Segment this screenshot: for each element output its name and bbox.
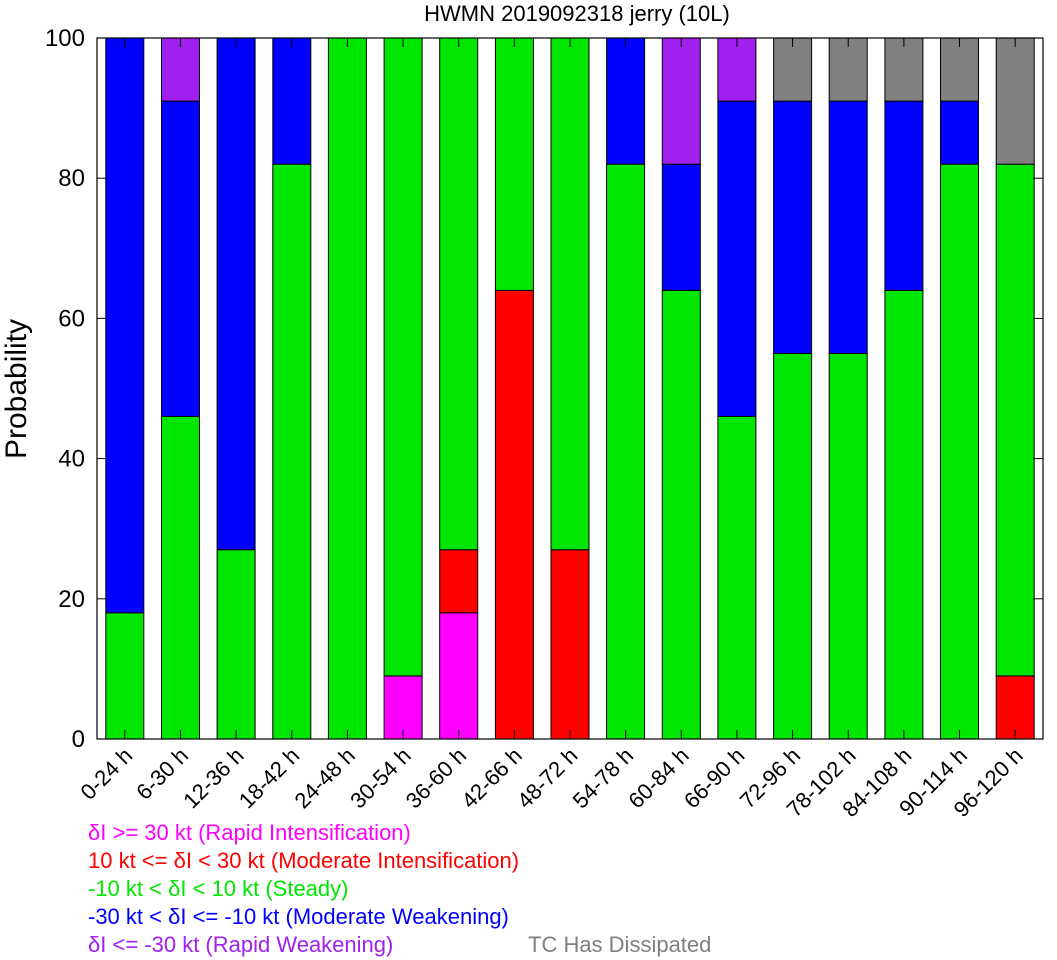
bar-mi-7 xyxy=(494,289,534,740)
bar-steady-2 xyxy=(216,549,256,740)
bar-rw-11 xyxy=(717,37,757,102)
legend-moderate-intensification: 10 kt <= δI < 30 kt (Moderate Intensific… xyxy=(88,848,519,874)
legend-dissipated: TC Has Dissipated xyxy=(528,932,712,957)
y-tick-label: 20 xyxy=(58,586,85,613)
bar-steady-11 xyxy=(717,416,757,740)
delta-symbol: δ xyxy=(168,876,181,901)
bar-dissipated-16 xyxy=(995,37,1035,165)
bar-mw-10 xyxy=(661,163,701,291)
y-tick-label: 60 xyxy=(58,305,85,332)
legend-mi-text: I < 30 kt (Moderate Intensification) xyxy=(185,848,520,873)
bar-mw-0 xyxy=(105,37,145,614)
bar-steady-8 xyxy=(550,37,590,551)
bar-mw-15 xyxy=(940,100,979,165)
legend-mi-pre: 10 kt <= xyxy=(88,848,174,873)
bar-dissipated-15 xyxy=(940,37,979,102)
chart-title: HWMN 2019092318 jerry (10L) xyxy=(424,1,730,26)
bars-group xyxy=(105,37,1035,740)
x-tick-label: 66-90 h xyxy=(679,743,749,813)
x-tick-label: 24-48 h xyxy=(289,743,359,813)
delta-symbol: δ xyxy=(168,904,181,929)
y-tick-label: 0 xyxy=(72,726,85,753)
bar-steady-1 xyxy=(161,416,200,740)
x-tick-label: 54-78 h xyxy=(568,743,638,813)
bar-steady-10 xyxy=(661,289,701,740)
y-axis-label: Probability xyxy=(0,319,33,459)
bar-steady-5 xyxy=(383,37,423,677)
bar-rw-10 xyxy=(661,37,701,165)
y-tick-label: 40 xyxy=(58,446,85,473)
bar-mi-8 xyxy=(550,549,590,740)
legend-rw-text: I <= -30 kt (Rapid Weakening) xyxy=(100,932,394,957)
bar-steady-9 xyxy=(606,163,646,740)
bar-mi-6 xyxy=(439,549,479,614)
x-tick-label: 36-60 h xyxy=(401,743,471,813)
bar-mw-9 xyxy=(606,37,646,165)
bar-steady-3 xyxy=(272,163,312,740)
bar-ri-6 xyxy=(439,612,479,740)
delta-symbol: δ xyxy=(88,820,101,845)
bar-dissipated-14 xyxy=(884,37,924,102)
x-tick-label: 42-66 h xyxy=(456,743,526,813)
bar-mw-11 xyxy=(717,100,757,417)
bar-mw-14 xyxy=(884,100,924,291)
y-tick-label: 80 xyxy=(58,165,85,192)
bar-rw-1 xyxy=(161,37,200,102)
legend-mw-text: I <= -10 kt (Moderate Weakening) xyxy=(180,904,509,929)
y-tick-label: 100 xyxy=(45,25,85,52)
bar-dissipated-13 xyxy=(828,37,868,102)
bar-mi-16 xyxy=(995,675,1035,740)
bar-steady-4 xyxy=(327,37,367,740)
bar-mw-2 xyxy=(216,37,256,551)
bar-mw-3 xyxy=(272,37,312,165)
legend-steady-text: I < 10 kt (Steady) xyxy=(180,876,349,901)
bar-steady-0 xyxy=(105,612,145,740)
bar-steady-6 xyxy=(439,37,479,551)
bar-mw-1 xyxy=(161,100,200,417)
delta-symbol: δ xyxy=(88,932,101,957)
x-tick-label: 60-84 h xyxy=(623,743,693,813)
delta-symbol: δ xyxy=(173,848,186,873)
legend-mw-pre: -30 kt < xyxy=(88,904,169,929)
bar-steady-15 xyxy=(940,163,979,740)
bar-steady-12 xyxy=(773,352,813,740)
bar-steady-7 xyxy=(494,37,534,291)
x-tick-label: 48-72 h xyxy=(512,743,582,813)
legend-rapid-intensification: δI >= 30 kt (Rapid Intensification) xyxy=(88,820,411,846)
bar-steady-13 xyxy=(828,352,868,740)
legend-moderate-weakening: -30 kt < δI <= -10 kt (Moderate Weakenin… xyxy=(88,904,509,930)
legend-rapid-weakening: δI <= -30 kt (Rapid Weakening) xyxy=(88,932,393,958)
x-tick-label: 18-42 h xyxy=(234,743,304,813)
legend-steady-pre: -10 kt < xyxy=(88,876,169,901)
legend-ri-text: I >= 30 kt (Rapid Intensification) xyxy=(100,820,411,845)
bar-ri-5 xyxy=(383,675,423,740)
legend-steady: -10 kt < δI < 10 kt (Steady) xyxy=(88,876,348,902)
bar-steady-16 xyxy=(995,163,1035,677)
bar-mw-12 xyxy=(773,100,813,354)
bar-steady-14 xyxy=(884,289,924,740)
bar-mw-13 xyxy=(828,100,868,354)
bar-dissipated-12 xyxy=(773,37,813,102)
x-tick-label: 12-36 h xyxy=(178,743,248,813)
x-tick-label: 30-54 h xyxy=(345,743,415,813)
